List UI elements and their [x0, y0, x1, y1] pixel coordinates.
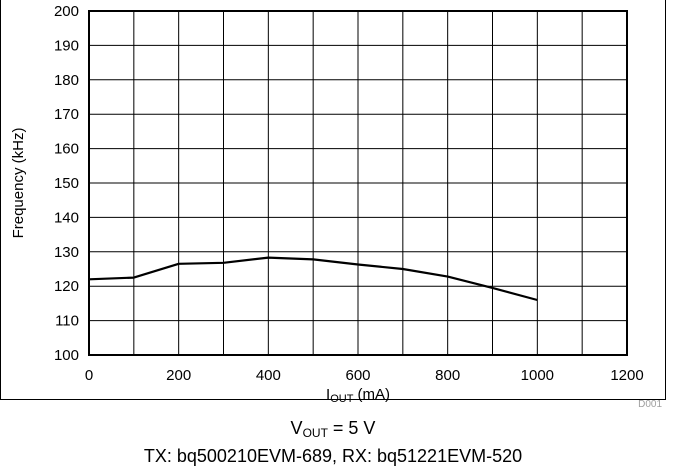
x-tick-label: 0	[85, 367, 93, 384]
x-tick-label: 1200	[610, 367, 643, 384]
x-axis-label-unit: (mA)	[357, 386, 390, 403]
x-axis-label-sub: OUT	[330, 393, 354, 405]
y-axis-tick-labels: 100 110 120 130 140 150 160 170 180 190 200	[54, 3, 79, 364]
x-tick-label: 600	[345, 367, 370, 384]
y-tick-label: 200	[54, 3, 79, 20]
figure-frame	[0, 0, 666, 400]
y-tick-label: 130	[54, 244, 79, 261]
y-tick-label: 100	[54, 347, 79, 364]
x-axis-label-main: I	[326, 386, 330, 403]
x-axis-label: IOUT (mA)	[326, 386, 390, 405]
line-chart: 100 110 120 130 140 150 160 170 180 190 200 0 200 40…	[10, 3, 662, 410]
y-tick-label: 180	[54, 72, 79, 89]
plot-area-border	[88, 10, 628, 356]
x-tick-label: 200	[166, 367, 191, 384]
y-axis-label: Frequency (kHz)	[10, 128, 27, 239]
x-axis-tick-labels: 0 200 400 600 800 1000 1200	[85, 367, 644, 384]
caption-vout-value: = 5 V	[327, 418, 376, 438]
x-tick-label: 800	[435, 367, 460, 384]
y-tick-label: 140	[54, 209, 79, 226]
caption-setup: TX: bq500210EVM-689, RX: bq51221EVM-520	[143, 446, 523, 466]
caption-vout-main: V	[290, 418, 303, 438]
caption-vout-sub: OUT	[302, 426, 328, 440]
y-tick-label: 190	[54, 37, 79, 54]
y-tick-label: 120	[54, 278, 79, 295]
grid-lines	[89, 11, 627, 355]
y-tick-label: 110	[55, 313, 79, 330]
figure-id-label: D001	[638, 399, 662, 410]
series-group	[88, 256, 538, 302]
y-tick-label: 160	[54, 141, 79, 158]
y-tick-label: 170	[54, 106, 79, 123]
x-tick-label: 400	[256, 367, 281, 384]
y-tick-label: 150	[54, 175, 79, 192]
caption-vout: VOUT = 5 V	[0, 418, 666, 443]
x-tick-label: 1000	[521, 367, 554, 384]
series-line	[88, 256, 538, 302]
